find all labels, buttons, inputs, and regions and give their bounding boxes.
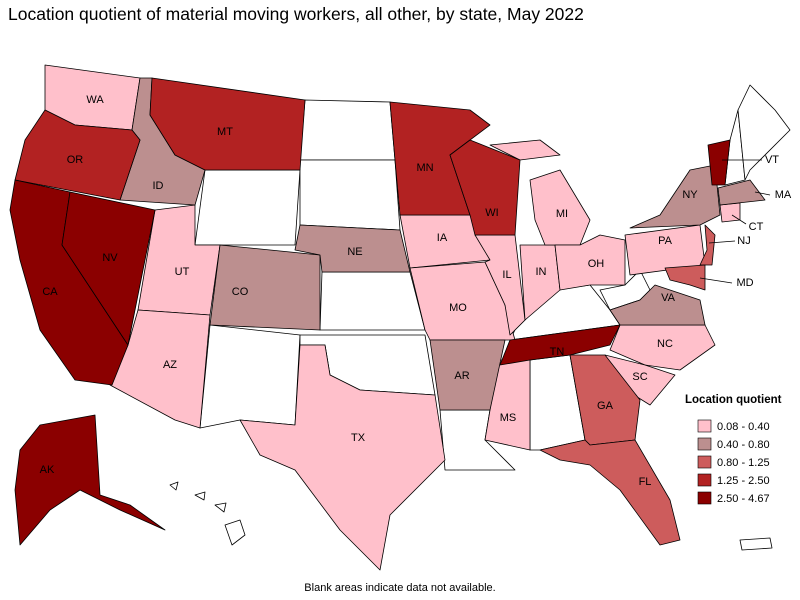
state-label: OH <box>588 258 605 270</box>
legend-label: 0.40 - 0.80 <box>717 439 770 451</box>
legend-label: 0.80 - 1.25 <box>717 457 770 469</box>
state-label: IN <box>536 266 547 278</box>
state-label: UT <box>175 266 190 278</box>
state <box>737 84 791 181</box>
state-labels: WA UT AZ TX IA MO IL IN MI OH MS PA NC S… <box>40 94 792 488</box>
state <box>14 109 141 201</box>
state-label: WA <box>86 94 104 106</box>
state-label: IA <box>437 232 448 244</box>
legend-swatch <box>697 473 712 487</box>
state <box>294 224 411 273</box>
state-label: PA <box>658 235 673 247</box>
map-title: Location quotient of material moving wor… <box>8 4 584 24</box>
state-label: FL <box>639 476 652 488</box>
state <box>719 202 741 223</box>
state-label: MI <box>556 208 568 220</box>
state-label: MT <box>217 126 233 138</box>
state-label: MD <box>736 277 753 289</box>
state-label: MO <box>449 302 467 314</box>
state-label: ID <box>153 180 164 192</box>
state <box>739 537 773 551</box>
state-label: TX <box>351 432 366 444</box>
state-label: TN <box>550 346 565 358</box>
state <box>474 234 526 336</box>
state <box>194 169 301 246</box>
legend-swatch <box>697 491 712 505</box>
state-label: NE <box>347 246 362 258</box>
state-label: MA <box>775 189 792 201</box>
legend-title: Location quotient <box>685 394 782 406</box>
leader-line <box>731 214 747 225</box>
leader-line <box>699 277 733 284</box>
data-states <box>9 64 766 571</box>
state-label: NV <box>102 252 118 264</box>
state <box>209 244 321 331</box>
state <box>299 99 396 161</box>
state <box>299 159 401 231</box>
state-label: MN <box>416 162 433 174</box>
leader-line <box>754 191 771 196</box>
state <box>664 264 706 291</box>
state <box>717 179 766 206</box>
state <box>169 481 246 546</box>
footnote: Blank areas indicate data not available. <box>304 582 495 594</box>
state <box>429 339 506 411</box>
state <box>199 324 301 429</box>
state-label: CO <box>232 286 249 298</box>
state-label: NJ <box>737 235 750 247</box>
state <box>449 139 521 236</box>
state-label: VT <box>765 154 779 166</box>
legend-swatch <box>697 455 712 469</box>
state <box>539 439 681 546</box>
state <box>14 414 166 546</box>
state <box>319 271 426 331</box>
state <box>554 234 626 291</box>
legend-swatch <box>697 419 712 433</box>
state <box>149 77 306 171</box>
legend-swatch <box>697 437 712 451</box>
legend: 0.08 - 0.40 0.40 - 0.80 0.80 - 1.25 1.25 - … <box>697 419 770 505</box>
leader-line <box>708 240 736 244</box>
state-label: CA <box>42 286 58 298</box>
legend-label: 0.08 - 0.40 <box>717 421 770 433</box>
state-label: NY <box>682 189 698 201</box>
state-label: NC <box>657 338 673 350</box>
state <box>699 224 716 266</box>
state-label: CT <box>749 221 764 233</box>
state-label: IL <box>502 269 511 281</box>
state-label: SC <box>632 371 647 383</box>
state-label: GA <box>597 400 614 412</box>
state <box>239 344 446 571</box>
legend-label: 2.50 - 4.67 <box>717 493 770 505</box>
state <box>707 139 731 186</box>
state <box>499 324 621 366</box>
state-label: WI <box>485 207 498 219</box>
state-label: OR <box>67 154 84 166</box>
legend-label: 1.25 - 2.50 <box>717 475 770 487</box>
state <box>61 191 156 346</box>
state <box>629 164 721 229</box>
state-label: AR <box>454 370 469 382</box>
state-label: MS <box>500 412 517 424</box>
state-label: VA <box>661 292 676 304</box>
state-label: AZ <box>163 359 177 371</box>
state-label: AK <box>40 464 55 476</box>
